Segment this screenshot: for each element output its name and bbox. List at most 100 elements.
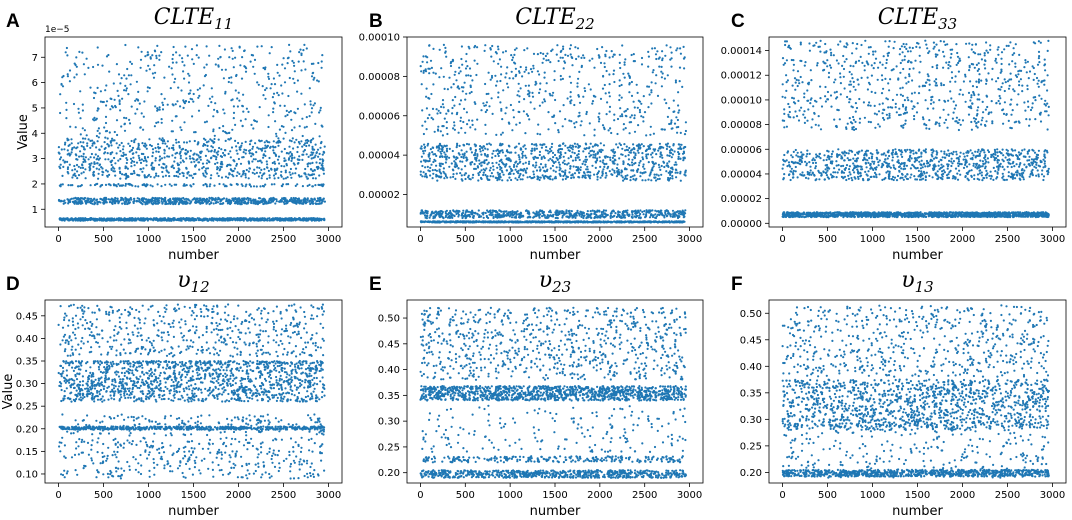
data-point [167, 199, 170, 202]
data-point [425, 217, 428, 220]
data-point [123, 89, 126, 92]
data-point [187, 218, 190, 221]
data-point [531, 147, 534, 150]
data-point [467, 220, 470, 223]
data-point [268, 217, 271, 220]
data-point [216, 172, 219, 175]
data-point [154, 157, 157, 160]
data-point [185, 141, 188, 144]
data-point [161, 201, 164, 204]
data-point [630, 149, 633, 152]
data-point [223, 48, 226, 51]
data-point [140, 50, 143, 53]
data-point [300, 69, 303, 72]
data-point [192, 183, 195, 186]
data-point [179, 154, 182, 157]
data-point [142, 167, 145, 170]
data-point [171, 130, 174, 133]
data-point [484, 220, 487, 223]
data-point [429, 213, 433, 216]
data-point [228, 131, 231, 134]
data-point [93, 162, 96, 165]
data-point [147, 199, 150, 202]
data-point [213, 141, 216, 144]
y-tick-label: 2 [32, 179, 38, 190]
data-point [203, 121, 207, 124]
data-point [285, 183, 288, 186]
data-point [215, 200, 218, 203]
data-point [171, 154, 174, 157]
data-point [103, 198, 107, 202]
data-point [484, 173, 487, 177]
data-point [308, 183, 311, 186]
data-point [248, 162, 251, 165]
data-point [568, 215, 572, 218]
data-point [179, 161, 182, 164]
data-point [684, 209, 687, 212]
data-point [665, 147, 669, 151]
data-point [429, 148, 432, 151]
data-point [508, 211, 511, 214]
data-point [115, 152, 118, 155]
data-point [134, 217, 137, 220]
data-point [268, 52, 271, 55]
data-point [124, 84, 127, 87]
data-point [190, 200, 193, 203]
data-point [528, 215, 531, 218]
panel-a: 0 500 1000 1500 2000 2500 30001234567numberVal… [6, 5, 343, 263]
data-point [259, 185, 262, 188]
data-point [217, 57, 220, 60]
data-point [175, 61, 178, 64]
data-point [671, 174, 674, 178]
data-point [103, 141, 106, 144]
data-point [86, 197, 90, 200]
data-point [85, 202, 88, 205]
data-point [144, 198, 147, 201]
data-point [60, 218, 63, 221]
data-point [308, 115, 311, 118]
data-point [178, 218, 182, 221]
data-point [106, 174, 109, 177]
data-point [470, 212, 473, 215]
data-point [66, 198, 69, 201]
data-point [589, 142, 592, 145]
data-point [550, 221, 553, 224]
data-point [311, 145, 314, 148]
data-point [231, 49, 234, 53]
data-point [538, 216, 541, 219]
data-point [92, 165, 95, 168]
data-point [218, 44, 221, 48]
data-point [296, 90, 299, 93]
data-point [104, 200, 107, 204]
data-point [66, 73, 69, 76]
data-point [555, 216, 559, 219]
data-point [275, 135, 278, 138]
data-point [553, 153, 557, 157]
data-point [473, 220, 477, 223]
data-point [631, 158, 634, 161]
data-point [109, 184, 112, 187]
data-point [284, 159, 287, 162]
data-point [177, 164, 180, 167]
data-point [628, 221, 631, 224]
data-point [202, 217, 205, 220]
data-point [168, 217, 171, 221]
data-point [166, 103, 169, 106]
data-point [74, 174, 77, 178]
data-point [195, 54, 198, 57]
data-point [248, 152, 251, 155]
data-point [496, 171, 499, 174]
data-point [91, 202, 94, 205]
data-point [182, 106, 185, 109]
data-point [69, 184, 72, 187]
data-point [481, 149, 485, 152]
data-point [445, 144, 448, 147]
data-point [164, 200, 167, 203]
data-point [170, 146, 174, 150]
data-point [262, 156, 265, 159]
data-point [598, 220, 601, 223]
data-point [298, 158, 301, 161]
data-point [171, 119, 174, 122]
data-point [224, 68, 227, 71]
data-point [535, 161, 538, 164]
